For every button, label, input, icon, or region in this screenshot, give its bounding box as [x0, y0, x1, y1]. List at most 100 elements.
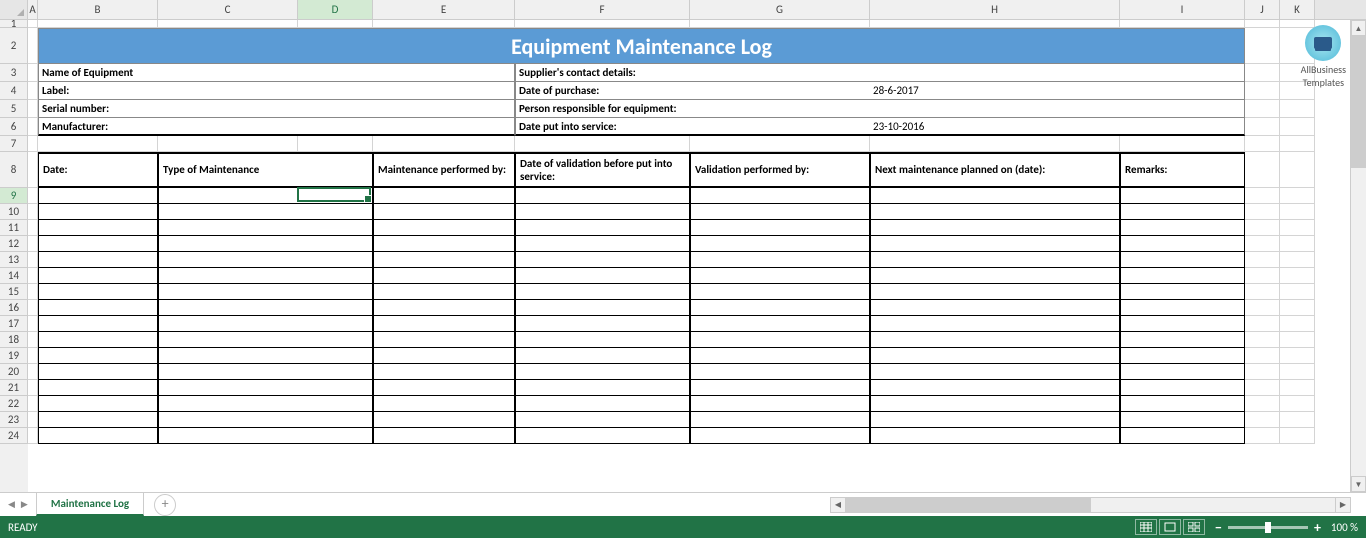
add-sheet-button[interactable]: + [154, 494, 176, 516]
info-label-left-3[interactable]: Manufacturer: [38, 118, 298, 136]
table-cell-r22-c1[interactable] [158, 396, 373, 412]
info-label-right-2[interactable]: Person responsible for equipment: [515, 100, 870, 118]
table-header-2[interactable]: Maintenance performed by: [373, 152, 515, 188]
table-cell-r10-c3[interactable] [515, 204, 690, 220]
table-cell-r17-c0[interactable] [38, 316, 158, 332]
row-header-5[interactable]: 5 [0, 100, 28, 118]
table-cell-r14-c0[interactable] [38, 268, 158, 284]
table-cell-r20-c3[interactable] [515, 364, 690, 380]
normal-view-button[interactable] [1135, 519, 1157, 535]
table-cell-r21-c1[interactable] [158, 380, 373, 396]
table-cell-r16-c1[interactable] [158, 300, 373, 316]
table-cell-r13-c0[interactable] [38, 252, 158, 268]
table-cell-r20-c1[interactable] [158, 364, 373, 380]
zoom-knob[interactable] [1265, 522, 1271, 533]
table-cell-r22-c2[interactable] [373, 396, 515, 412]
table-cell-r22-c5[interactable] [870, 396, 1120, 412]
row-header-15[interactable]: 15 [0, 284, 28, 300]
scroll-down-arrow[interactable]: ▼ [1351, 476, 1366, 492]
table-cell-r17-c1[interactable] [158, 316, 373, 332]
column-header-D[interactable]: D [298, 0, 373, 19]
table-cell-r19-c6[interactable] [1120, 348, 1245, 364]
info-label-right-3[interactable]: Date put into service: [515, 118, 870, 136]
info-label-left-0[interactable]: Name of Equipment [38, 64, 298, 82]
info-value-right-1[interactable]: 28-6-2017 [870, 82, 1245, 100]
table-cell-r17-c5[interactable] [870, 316, 1120, 332]
table-cell-r12-c4[interactable] [690, 236, 870, 252]
horizontal-scroll-thumb[interactable] [846, 498, 1091, 512]
table-cell-r24-c2[interactable] [373, 428, 515, 444]
table-cell-r23-c4[interactable] [690, 412, 870, 428]
table-cell-r13-c4[interactable] [690, 252, 870, 268]
info-label-left-1[interactable]: Label: [38, 82, 298, 100]
table-header-5[interactable]: Next maintenance planned on (date): [870, 152, 1120, 188]
row-header-1[interactable]: 1 [0, 20, 28, 28]
column-header-C[interactable]: C [158, 0, 298, 19]
vertical-scrollbar[interactable]: ▲ ▼ [1350, 20, 1366, 492]
table-cell-r9-c4[interactable] [690, 188, 870, 204]
row-header-16[interactable]: 16 [0, 300, 28, 316]
table-cell-r12-c3[interactable] [515, 236, 690, 252]
table-cell-r11-c1[interactable] [158, 220, 373, 236]
table-cell-r21-c2[interactable] [373, 380, 515, 396]
table-cell-r12-c1[interactable] [158, 236, 373, 252]
row-header-10[interactable]: 10 [0, 204, 28, 220]
info-value-left-0[interactable] [298, 64, 515, 82]
table-cell-r19-c2[interactable] [373, 348, 515, 364]
table-cell-r20-c4[interactable] [690, 364, 870, 380]
table-cell-r21-c5[interactable] [870, 380, 1120, 396]
row-header-14[interactable]: 14 [0, 268, 28, 284]
table-cell-r16-c6[interactable] [1120, 300, 1245, 316]
table-cell-r23-c6[interactable] [1120, 412, 1245, 428]
row-header-18[interactable]: 18 [0, 332, 28, 348]
row-header-6[interactable]: 6 [0, 118, 28, 136]
column-header-A[interactable]: A [28, 0, 38, 19]
table-cell-r22-c3[interactable] [515, 396, 690, 412]
table-cell-r9-c6[interactable] [1120, 188, 1245, 204]
column-header-H[interactable]: H [870, 0, 1120, 19]
table-cell-r11-c2[interactable] [373, 220, 515, 236]
table-cell-r11-c0[interactable] [38, 220, 158, 236]
row-header-7[interactable]: 7 [0, 136, 28, 152]
table-cell-r22-c0[interactable] [38, 396, 158, 412]
table-cell-r10-c4[interactable] [690, 204, 870, 220]
table-cell-r9-c1[interactable] [158, 188, 373, 204]
table-cell-r12-c6[interactable] [1120, 236, 1245, 252]
table-cell-r18-c2[interactable] [373, 332, 515, 348]
table-cell-r14-c6[interactable] [1120, 268, 1245, 284]
table-cell-r24-c3[interactable] [515, 428, 690, 444]
table-cell-r24-c4[interactable] [690, 428, 870, 444]
table-cell-r23-c5[interactable] [870, 412, 1120, 428]
column-header-I[interactable]: I [1120, 0, 1245, 19]
table-cell-r10-c5[interactable] [870, 204, 1120, 220]
zoom-in-button[interactable]: + [1314, 519, 1321, 536]
table-cell-r18-c4[interactable] [690, 332, 870, 348]
tab-nav-next-icon[interactable]: ▶ [21, 499, 28, 510]
table-cell-r19-c5[interactable] [870, 348, 1120, 364]
table-cell-r14-c4[interactable] [690, 268, 870, 284]
scroll-left-arrow[interactable]: ◀ [830, 497, 846, 513]
table-cell-r24-c5[interactable] [870, 428, 1120, 444]
info-value-right-0[interactable] [870, 64, 1245, 82]
page-layout-view-button[interactable] [1159, 519, 1181, 535]
row-header-23[interactable]: 23 [0, 412, 28, 428]
table-cell-r16-c3[interactable] [515, 300, 690, 316]
select-all-corner[interactable] [0, 0, 28, 19]
table-cell-r15-c1[interactable] [158, 284, 373, 300]
table-cell-r17-c2[interactable] [373, 316, 515, 332]
table-cell-r9-c3[interactable] [515, 188, 690, 204]
info-value-right-2[interactable] [870, 100, 1245, 118]
table-cell-r10-c2[interactable] [373, 204, 515, 220]
table-cell-r14-c1[interactable] [158, 268, 373, 284]
table-cell-r13-c6[interactable] [1120, 252, 1245, 268]
table-cell-r24-c6[interactable] [1120, 428, 1245, 444]
table-cell-r17-c4[interactable] [690, 316, 870, 332]
table-cell-r9-c0[interactable] [38, 188, 158, 204]
table-cell-r16-c4[interactable] [690, 300, 870, 316]
table-cell-r16-c5[interactable] [870, 300, 1120, 316]
table-cell-r11-c5[interactable] [870, 220, 1120, 236]
zoom-out-button[interactable]: − [1215, 519, 1222, 536]
table-cell-r11-c6[interactable] [1120, 220, 1245, 236]
table-cell-r15-c3[interactable] [515, 284, 690, 300]
horizontal-scrollbar[interactable]: ◀ ▶ [830, 497, 1351, 513]
